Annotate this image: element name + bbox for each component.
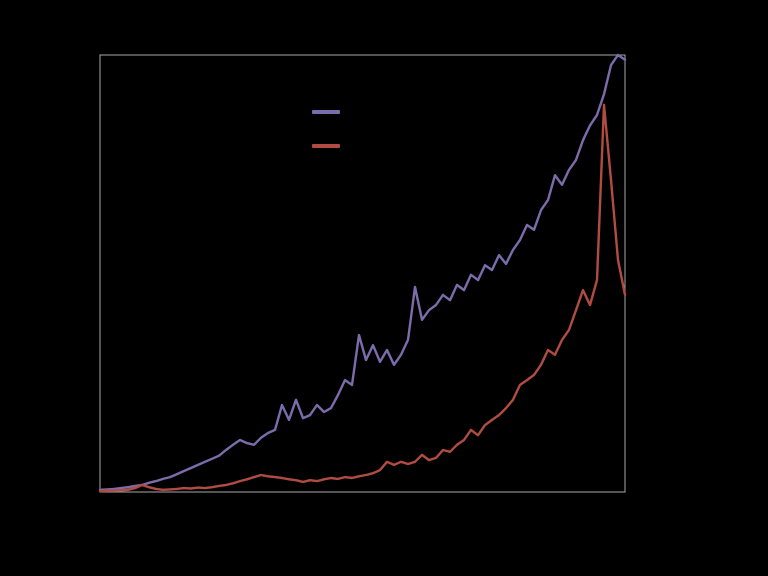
series-2-legend-swatch: [312, 144, 340, 148]
series-2-line: [98, 103, 627, 493]
series-1-line: [98, 53, 627, 491]
plot-area-frame: [99, 54, 626, 493]
legend-entry-2: [312, 140, 348, 152]
legend-entry-1: [312, 106, 348, 118]
legend: [312, 106, 348, 152]
series-1-legend-swatch: [312, 110, 340, 114]
